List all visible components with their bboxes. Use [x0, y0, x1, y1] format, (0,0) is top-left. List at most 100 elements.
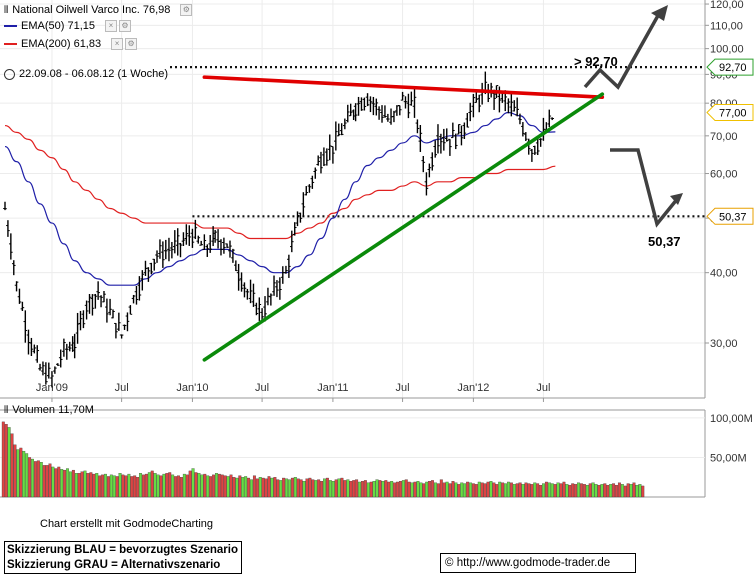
clock-icon[interactable]: [4, 68, 15, 80]
resistance-trendline: [202, 75, 605, 99]
volume-bar: [457, 484, 461, 498]
volume-bar: [16, 449, 20, 498]
volume-bar: [366, 482, 370, 498]
volume-panel: 100,00M 50,00M: [0, 409, 753, 498]
volume-bar: [247, 477, 251, 498]
volume-bar: [635, 484, 639, 498]
support-trendline: [202, 92, 605, 362]
price-tag-label: 92,70: [719, 62, 747, 74]
volume-bar: [89, 472, 93, 498]
volume-bar: [378, 480, 382, 498]
volume-bar: [591, 482, 595, 498]
volume-bar: [390, 481, 394, 498]
copyright-url[interactable]: http://www.godmode-trader.de: [456, 557, 611, 569]
close-icon[interactable]: ×: [104, 20, 117, 32]
volume-bar: [597, 484, 601, 498]
volume-bar: [194, 472, 198, 498]
ema200-layer: [4, 124, 556, 240]
volume-bar: [270, 477, 274, 498]
volume-bar: [19, 447, 23, 498]
volume-bar: [504, 483, 507, 498]
volume-bar: [104, 473, 107, 498]
settings-icon[interactable]: ⚙: [118, 20, 131, 32]
volume-bar: [69, 471, 72, 498]
volume-bar: [562, 481, 566, 498]
volume-bar: [217, 473, 221, 498]
volume-bar: [398, 481, 402, 498]
volume-bar: [401, 480, 405, 498]
ema200-swatch: [4, 43, 17, 45]
volume-bar: [48, 463, 52, 498]
price-bars: [3, 71, 555, 388]
volume-bar: [509, 482, 513, 498]
volume-bar: [334, 479, 338, 498]
volume-bar: [474, 484, 478, 498]
volume-bar: [264, 478, 268, 498]
volume-bar: [559, 483, 563, 498]
volume-bar: [428, 481, 432, 498]
trendlines: [202, 75, 605, 362]
volume-bar: [261, 477, 265, 498]
volume-bar: [425, 481, 429, 498]
volume-bar: [536, 483, 540, 498]
volume-bar: [542, 483, 545, 498]
volume-bar: [620, 484, 624, 498]
ema50-controls: × ⚙: [104, 20, 131, 32]
volume-bar: [39, 462, 43, 498]
volume-bar: [276, 479, 280, 498]
volume-bar: [296, 478, 300, 498]
legend-instrument: ⫴ National Oilwell Varco Inc. 76,98 ⚙: [4, 2, 193, 18]
volume-bar: [340, 477, 344, 498]
volume-bar: [369, 481, 373, 498]
volume-bar: [215, 473, 218, 498]
volume-bar: [80, 471, 84, 498]
settings-icon[interactable]: ⚙: [125, 38, 138, 50]
volume-bar: [463, 483, 467, 498]
volume-bar: [171, 474, 175, 498]
volume-bar: [77, 473, 81, 498]
ema50-label: EMA(50) 71,15: [21, 20, 95, 32]
volume-bar: [101, 474, 105, 498]
volume-bar: [191, 468, 195, 498]
time-tick-label: Jan'10: [176, 382, 208, 394]
ema50-layer: [4, 111, 556, 286]
period-label[interactable]: 22.09.08 - 06.08.12 (1 Woche): [19, 68, 169, 80]
copyright-box[interactable]: © http://www.godmode-trader.de: [440, 553, 636, 573]
scenario-grey-text: Skizzierung GRAU = Alternativszenario: [7, 559, 221, 571]
breakdown-label: 50,37: [648, 234, 681, 249]
volume-bar: [480, 482, 484, 498]
volume-bar: [422, 483, 426, 498]
volume-bar: [331, 481, 335, 498]
close-icon[interactable]: ×: [111, 38, 124, 50]
price-tick-label: 70,00: [710, 131, 738, 143]
volume-bar: [165, 473, 169, 498]
volume-bar: [203, 473, 207, 498]
volume-bar: [106, 476, 110, 498]
volume-bar: [7, 427, 11, 498]
volume-bar: [498, 481, 502, 498]
volume-bar: [174, 476, 178, 498]
volume-bar: [451, 481, 455, 498]
volume-bar: [410, 482, 414, 498]
volume-bar: [337, 478, 341, 498]
volume-bar: [349, 481, 353, 498]
volume-bar: [413, 481, 417, 498]
chart-icon: ⫴: [4, 4, 9, 16]
legend-ema50: EMA(50) 71,15 × ⚙: [4, 18, 131, 34]
volume-bar: [580, 483, 583, 498]
volume-bar: [121, 474, 125, 498]
volume-bar: [36, 460, 40, 498]
volume-bar: [530, 484, 534, 498]
volume-bar: [293, 477, 297, 498]
volume-bar: [258, 477, 262, 498]
settings-icon[interactable]: ⚙: [180, 4, 193, 16]
volume-bar: [232, 477, 236, 498]
time-tick-label: Jan'11: [317, 382, 348, 394]
volume-bar: [308, 477, 312, 498]
time-axis: Jan'09 Jul Jan'10 Jul Jan'11 Jul Jan'12 Jul: [0, 382, 705, 402]
volume-bar: [250, 479, 253, 498]
volume-bar: [445, 481, 449, 498]
ema200-line: [4, 124, 556, 240]
volume-bar: [448, 483, 452, 498]
volume-bar: [612, 483, 616, 498]
